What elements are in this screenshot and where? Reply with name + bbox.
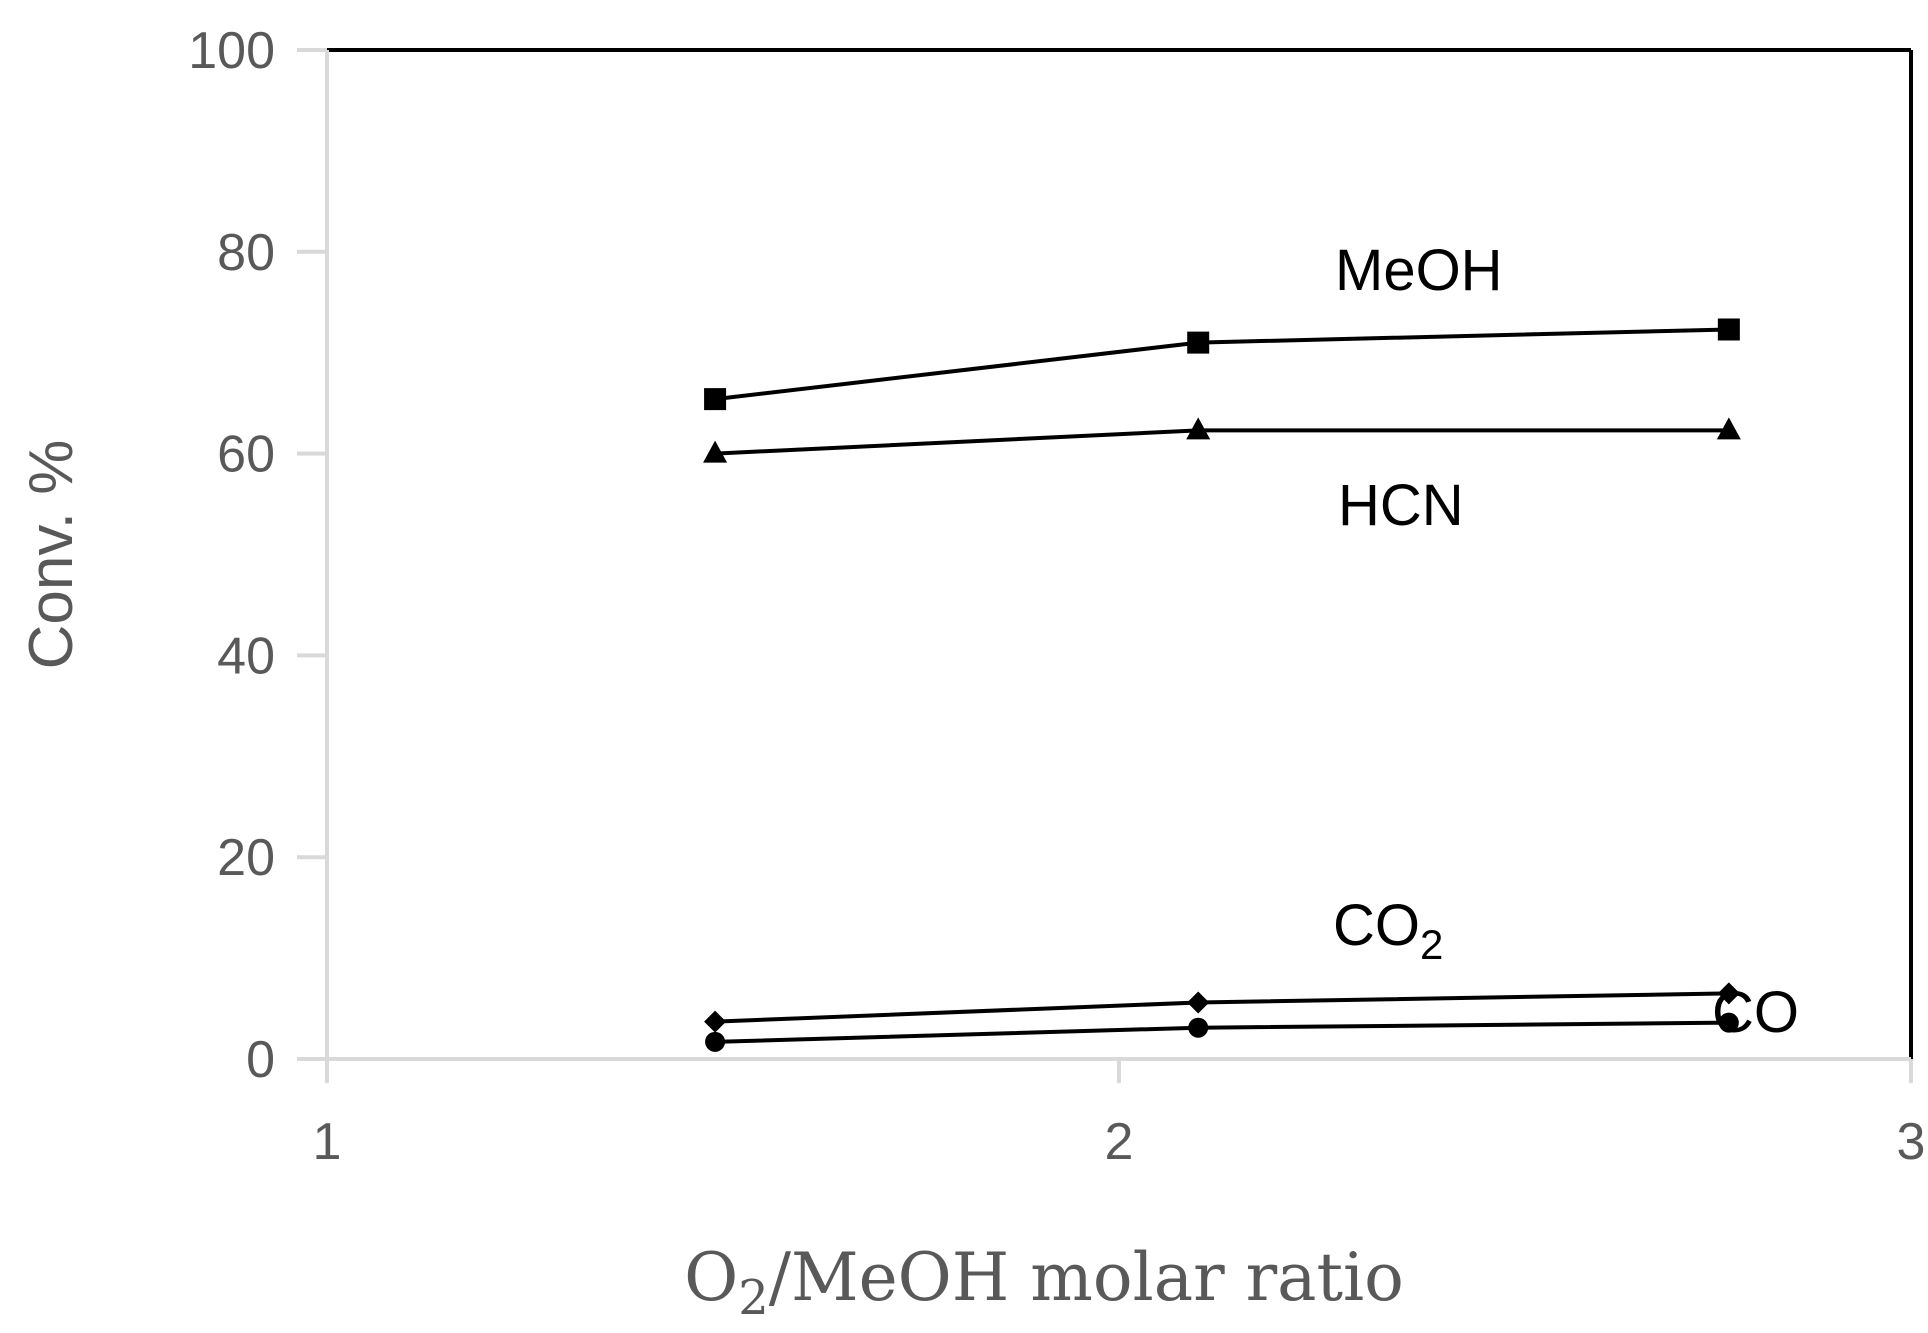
- data-point-hcn: [1716, 417, 1741, 440]
- data-point-co2: [1187, 991, 1210, 1014]
- series-label-co: CO: [1712, 980, 1799, 1045]
- series-line-co: [715, 1020, 1729, 1044]
- data-point-meoh: [1717, 318, 1740, 341]
- y-tick-label: 40: [217, 627, 275, 685]
- y-tick-label: 0: [246, 1031, 275, 1089]
- axes-group: 0 20 40 60 80 100 1 2 3 Conv. % O2/MeOH molar rati…: [17, 22, 1925, 1326]
- labels-group: MeOH HCN CO2 CO: [1333, 238, 1799, 1045]
- data-point-co2: [1717, 982, 1740, 1005]
- y-axis-title: Conv. %: [17, 440, 86, 670]
- data-point-hcn: [1186, 417, 1211, 440]
- series-line-hcn: [714, 428, 1729, 456]
- y-tick-label: 20: [217, 829, 275, 887]
- y-tick-label: 100: [188, 22, 275, 80]
- x-tick-label: 2: [1105, 1113, 1134, 1171]
- data-point-co: [705, 1031, 726, 1052]
- x-tick-label: 3: [1897, 1113, 1926, 1171]
- data-point-meoh: [1187, 331, 1210, 354]
- data-point-co: [1188, 1017, 1209, 1038]
- y-tick-label: 80: [217, 224, 275, 282]
- series-line-co2: [715, 991, 1729, 1024]
- series-label-hcn: HCN: [1338, 473, 1464, 538]
- data-point-co: [1718, 1012, 1739, 1033]
- data-point-meoh: [704, 388, 727, 411]
- x-axis-title: O2/MeOH molar ratio: [684, 1239, 1404, 1326]
- data-point-co2: [704, 1010, 727, 1033]
- series-group: [703, 318, 1741, 1052]
- y-tick-label: 60: [217, 426, 275, 484]
- data-point-hcn: [703, 440, 728, 463]
- series-line-meoh: [714, 327, 1729, 402]
- series-label-co2: CO2: [1333, 893, 1443, 968]
- series-label-meoh: MeOH: [1335, 238, 1503, 303]
- x-tick-label: 1: [313, 1113, 342, 1171]
